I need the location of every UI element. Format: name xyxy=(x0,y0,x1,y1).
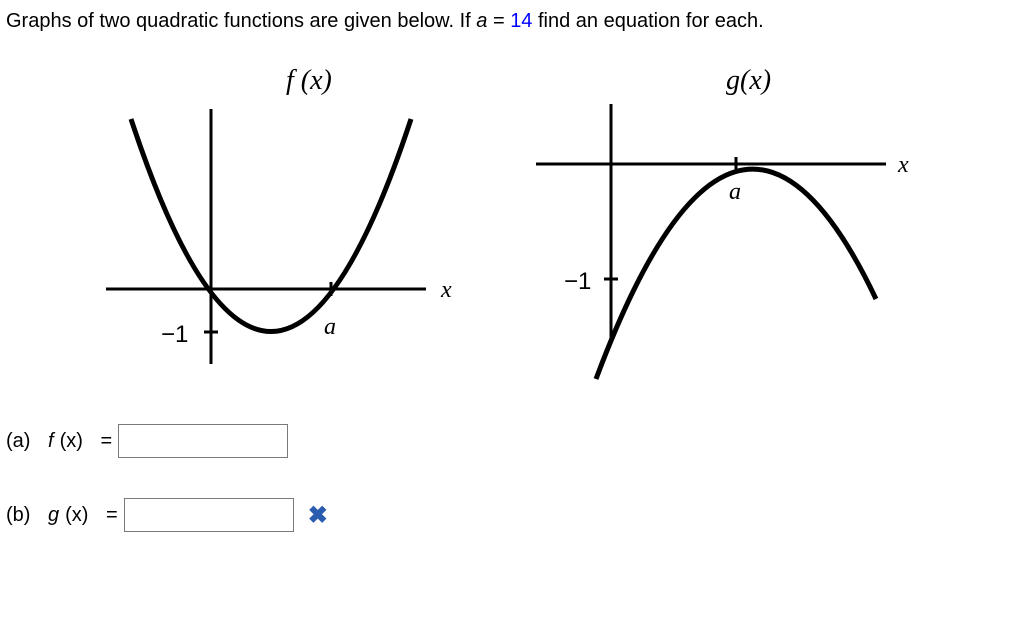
prompt-eq: = xyxy=(487,10,510,32)
graph-g-svg: g(x) x a −1 xyxy=(526,64,926,384)
prompt-a-value: 14 xyxy=(510,10,532,32)
question-prompt: Graphs of two quadratic functions are gi… xyxy=(6,8,1018,34)
graph-f-curve xyxy=(131,119,411,332)
answer-row-b: (b) g (x) = ✖ xyxy=(6,498,1018,532)
graph-f-svg: f (x) x a −1 xyxy=(106,64,506,384)
graph-f-title: f (x) xyxy=(286,65,332,96)
answer-b-input[interactable] xyxy=(124,498,294,532)
page: Graphs of two quadratic functions are gi… xyxy=(0,0,1024,580)
answers: (a) f (x) = (b) g (x) = ✖ xyxy=(6,424,1018,532)
answer-b-var: (x) xyxy=(65,504,88,527)
graph-g-x-label: x xyxy=(897,152,909,178)
answer-a-input[interactable] xyxy=(118,424,288,458)
prompt-var-a: a xyxy=(476,10,487,32)
graph-f-a-label: a xyxy=(324,314,336,340)
graph-g-title: g(x) xyxy=(726,65,771,96)
prompt-text-before: Graphs of two quadratic functions are gi… xyxy=(6,10,476,32)
graph-g: g(x) x a −1 xyxy=(526,64,926,384)
answer-b-fn: g xyxy=(48,504,59,527)
prompt-text-after: find an equation for each. xyxy=(532,10,763,32)
answer-a-paren: (a) xyxy=(6,430,30,453)
graphs-row: f (x) x a −1 g(x) xyxy=(106,64,1018,384)
answer-a-eq: = xyxy=(100,430,112,453)
answer-a-fn: f xyxy=(48,430,54,453)
answer-b-eq: = xyxy=(106,504,118,527)
graph-g-neg1: −1 xyxy=(564,268,591,295)
graph-f-neg1: −1 xyxy=(161,321,188,348)
incorrect-icon: ✖ xyxy=(308,501,328,530)
answer-b-paren: (b) xyxy=(6,504,30,527)
graph-f-x-label: x xyxy=(440,277,452,303)
graph-g-a-label: a xyxy=(729,179,741,205)
answer-row-a: (a) f (x) = xyxy=(6,424,1018,458)
graph-f: f (x) x a −1 xyxy=(106,64,506,384)
answer-a-var: (x) xyxy=(60,430,83,453)
